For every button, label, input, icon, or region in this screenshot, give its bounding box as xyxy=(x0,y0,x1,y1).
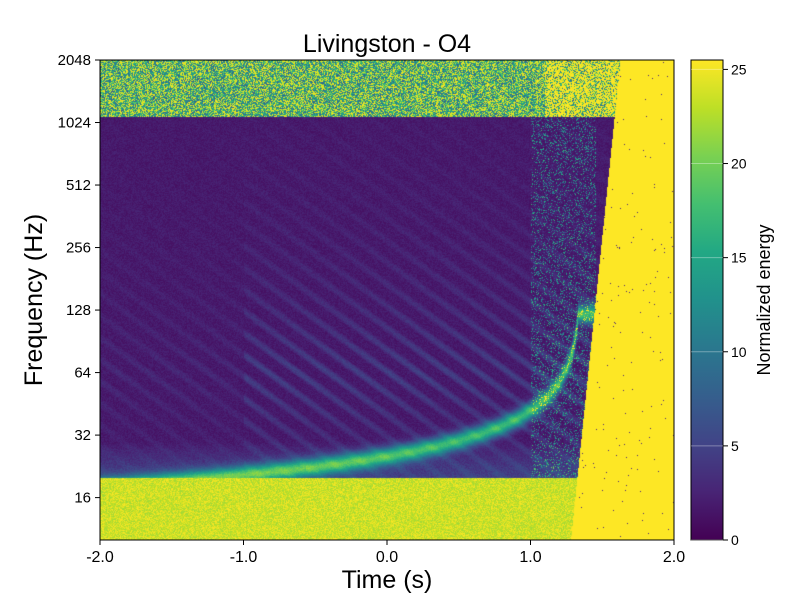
spectrogram-heatmap xyxy=(100,60,674,540)
colorbar-ticks: 0 5 10 15 20 25 xyxy=(691,61,747,548)
y-tick-label: 512 xyxy=(66,177,91,194)
y-tick-label: 16 xyxy=(74,490,91,507)
y-tick-label: 32 xyxy=(74,427,91,444)
colorbar-tick-label: 15 xyxy=(731,250,747,266)
x-tick-label: 1.0 xyxy=(519,549,541,566)
colorbar xyxy=(690,59,724,541)
colorbar-tick-label: 5 xyxy=(731,438,739,454)
x-tick-label: 2.0 xyxy=(663,549,685,566)
x-tick-label: -1.0 xyxy=(230,549,258,566)
y-axis-label: Frequency (Hz) xyxy=(20,214,48,386)
colorbar-label: Normalized energy xyxy=(754,224,774,375)
y-tick-label: 64 xyxy=(74,365,91,382)
y-tick-label: 256 xyxy=(66,240,91,257)
colorbar-tick-label: 20 xyxy=(731,156,747,172)
y-tick-label: 2048 xyxy=(58,52,91,69)
x-tick-label: -2.0 xyxy=(86,549,114,566)
y-tick-label: 1024 xyxy=(58,115,91,132)
chart-title: Livingston - O4 xyxy=(303,30,471,58)
spectrogram-image xyxy=(100,60,674,540)
y-tick-label: 128 xyxy=(66,302,91,319)
x-tick-label: 0.0 xyxy=(376,549,398,566)
x-axis-ticks: -2.0 -1.0 0.0 1.0 2.0 xyxy=(86,540,685,566)
colorbar-tick-label: 25 xyxy=(731,61,747,77)
colorbar-tick-label: 10 xyxy=(731,344,747,360)
colorbar-tick-label: 0 xyxy=(731,532,739,548)
y-axis-ticks: 16 32 64 128 256 512 1024 2048 xyxy=(58,52,100,507)
x-axis-label: Time (s) xyxy=(342,566,433,594)
